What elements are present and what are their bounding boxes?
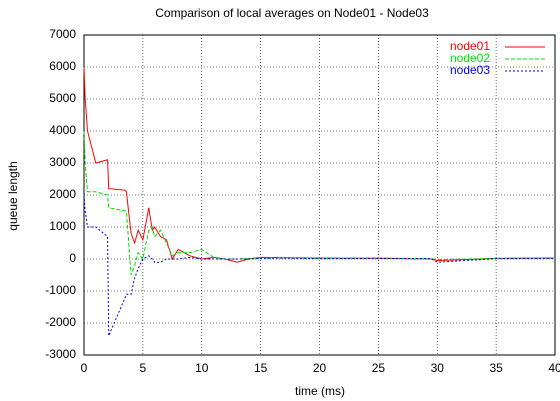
x-tick-label: 0 [81,361,88,375]
y-axis-label: queue length [6,161,20,230]
y-tick-label: -2000 [45,315,76,329]
legend-label: node03 [450,63,490,77]
series-line [83,130,556,276]
x-axis-label: time (ms) [295,384,345,398]
y-tick-label: 3000 [49,155,76,169]
x-tick-label: 20 [313,361,327,375]
y-tick-label: 2000 [49,187,76,201]
x-tick-label: 10 [195,361,209,375]
chart-title: Comparison of local averages on Node01 -… [155,6,429,20]
y-tick-label: 7000 [49,27,76,41]
y-tick-label: 1000 [49,219,76,233]
y-tick-label: 0 [69,251,76,265]
legend-label: node01 [450,39,490,53]
x-tick-label: 30 [431,361,445,375]
x-tick-label: 15 [254,361,268,375]
y-tick-label: -3000 [45,347,76,361]
y-tick-label: 6000 [49,59,76,73]
y-tick-label: -1000 [45,283,76,297]
series-line [83,194,556,336]
y-tick-label: 4000 [49,123,76,137]
x-tick-label: 25 [372,361,386,375]
x-tick-label: 5 [140,361,147,375]
legend-label: node02 [450,51,490,65]
x-tick-label: 40 [548,361,560,375]
x-tick-label: 35 [489,361,503,375]
y-tick-label: 5000 [49,91,76,105]
